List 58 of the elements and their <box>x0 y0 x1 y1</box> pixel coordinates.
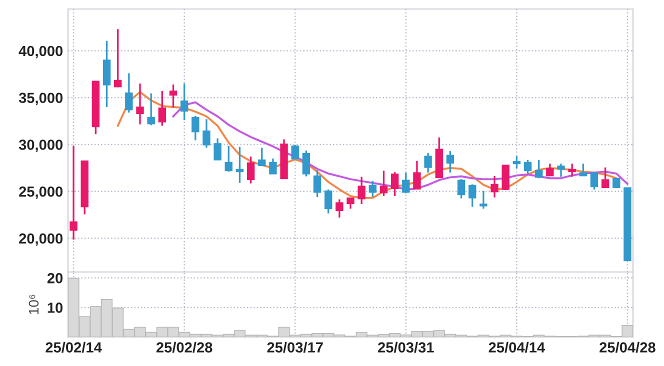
candlestick <box>612 178 620 188</box>
candlestick <box>579 162 587 177</box>
candlestick <box>368 180 377 198</box>
candlestick <box>534 159 543 180</box>
candlestick <box>236 146 244 184</box>
candlestick <box>380 170 388 197</box>
x-tick-label: 25/03/17 <box>267 342 323 353</box>
candlestick <box>269 158 277 175</box>
candlestick <box>169 84 178 108</box>
candlestick <box>358 176 366 205</box>
candlestick <box>390 171 399 197</box>
candlestick <box>413 160 421 190</box>
y-tick-label: 40,000 <box>18 46 63 58</box>
y-tick-label: 35,000 <box>18 92 63 106</box>
candlestick <box>457 178 466 200</box>
candlestick <box>246 156 255 184</box>
x-tick-label: 25/04/28 <box>600 342 656 353</box>
y-axis-title: 10⁶ <box>28 294 39 314</box>
candlestick <box>446 150 454 174</box>
candlestick <box>590 172 598 190</box>
candlestick <box>158 90 166 127</box>
candlestick <box>192 115 200 142</box>
candlestick <box>214 138 222 161</box>
candlestick <box>512 155 521 170</box>
candlestick <box>125 72 133 114</box>
x-tick-label: 25/02/28 <box>156 342 212 353</box>
x-tick-label: 25/03/31 <box>378 342 434 353</box>
candlestick <box>480 190 488 210</box>
candlestick <box>336 198 344 218</box>
candlestick <box>180 82 188 121</box>
line-series <box>116 91 618 199</box>
candlestick <box>568 162 576 178</box>
candlestick <box>147 92 155 126</box>
candlestick <box>202 118 210 149</box>
candlestick <box>546 162 554 177</box>
y-tick-label: 30,000 <box>18 140 63 152</box>
candlestick <box>302 150 310 178</box>
y-tick-label: 25,000 <box>19 186 63 199</box>
candlestick <box>224 145 232 173</box>
candlestick <box>601 166 610 188</box>
candlestick <box>136 82 144 126</box>
candlestick <box>114 28 122 88</box>
candlestick <box>524 159 532 174</box>
candlestick <box>557 162 565 178</box>
candlestick <box>313 169 322 198</box>
y-tick-label: 20,000 <box>19 233 63 246</box>
candlestick <box>490 175 498 198</box>
y-tick-label: 20 <box>47 273 63 284</box>
candlestick <box>424 152 432 174</box>
y-tick-label: 10 <box>48 302 63 313</box>
candlestick <box>258 146 266 166</box>
candlestick <box>468 184 476 208</box>
candlestick <box>402 172 410 194</box>
x-tick-label: 25/04/14 <box>488 342 545 353</box>
x-tick-label: 25/02/14 <box>46 342 102 353</box>
candlestick <box>291 144 299 160</box>
candlestick <box>346 197 354 210</box>
candlestick <box>324 188 332 214</box>
